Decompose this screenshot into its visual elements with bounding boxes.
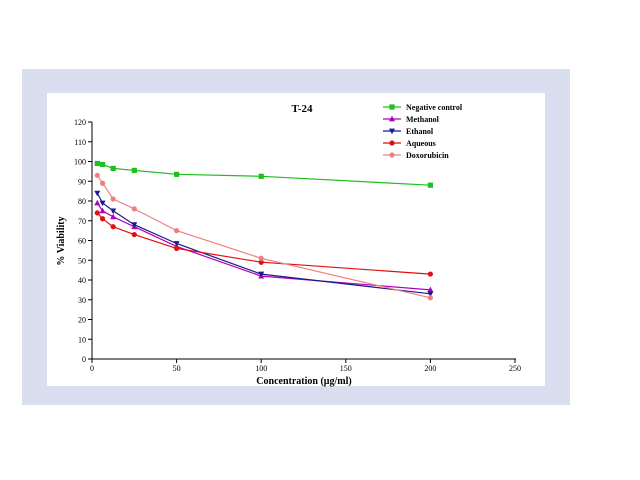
series-markers: [94, 160, 434, 301]
legend-item-negative-control: Negative control: [383, 103, 463, 112]
axes: 0 10 20 30 40 50 60 70 80 90 100 110 120 0 50 100 150 200…: [74, 118, 521, 373]
x-tick-label-100: 100: [255, 364, 267, 373]
y-tick-label-20: 20: [78, 316, 86, 325]
data-point-negative-control: [427, 182, 433, 188]
y-tick-label-60: 60: [78, 237, 86, 246]
x-tick-label-200: 200: [424, 364, 436, 373]
data-point-ethanol: [258, 271, 265, 278]
legend-label-doxorubicin: Doxorubicin: [406, 151, 449, 160]
data-point-aqueous: [174, 245, 180, 251]
series-line-aqueous: [96, 212, 431, 275]
data-point-ethanol: [131, 222, 138, 228]
legend-marker-ethanol: [389, 128, 395, 135]
legend-item-ethanol: Ethanol: [383, 127, 434, 136]
data-point-doxorubicin: [131, 206, 137, 212]
data-point-ethanol: [173, 241, 180, 247]
data-point-negative-control: [94, 160, 100, 167]
data-point-ethanol: [94, 190, 101, 197]
x-tick-label-150: 150: [340, 364, 352, 373]
x-tick-label-250: 250: [509, 364, 521, 373]
y-tick-label-70: 70: [78, 217, 86, 226]
data-point-aqueous: [99, 216, 106, 222]
chart-panel: [47, 93, 545, 386]
legend-item-aqueous: Aqueous: [383, 139, 436, 148]
data-point-negative-control: [110, 165, 116, 172]
data-point-ethanol: [427, 291, 434, 298]
legend-label-aqueous: Aqueous: [406, 139, 436, 148]
data-point-aqueous: [110, 224, 116, 230]
y-tick-label-40: 40: [78, 276, 86, 285]
data-point-methanol: [110, 213, 117, 220]
x-axis-label: Concentration (μg/ml): [256, 376, 351, 387]
x-tick-label-50: 50: [173, 364, 181, 373]
legend: Negative control Methanol Ethanol Aqueous Do…: [383, 103, 463, 160]
legend-marker-methanol: [389, 115, 395, 122]
y-tick-label-50: 50: [78, 256, 86, 265]
data-point-doxorubicin: [427, 295, 433, 301]
y-tick-label-90: 90: [78, 177, 86, 186]
legend-label-negative-control: Negative control: [406, 103, 463, 112]
data-point-aqueous: [427, 271, 433, 277]
y-tick-label-0: 0: [82, 355, 86, 364]
y-tick-label-80: 80: [78, 197, 86, 206]
x-tick-label-0: 0: [90, 364, 94, 373]
data-point-aqueous: [94, 210, 100, 216]
legend-label-ethanol: Ethanol: [406, 127, 434, 136]
data-point-methanol: [427, 286, 434, 293]
series-line-ethanol: [96, 192, 431, 295]
data-point-ethanol: [110, 208, 117, 215]
series-line-doxorubicin: [96, 174, 431, 299]
data-point-negative-control: [99, 161, 106, 168]
y-tick-label-110: 110: [74, 138, 86, 147]
legend-label-methanol: Methanol: [406, 115, 440, 124]
data-point-negative-control: [174, 171, 180, 177]
legend-item-methanol: Methanol: [383, 115, 440, 124]
legend-marker-doxorubicin: [389, 152, 395, 158]
data-point-negative-control: [258, 173, 264, 179]
series-lines: [96, 162, 431, 299]
data-point-aqueous: [258, 259, 264, 265]
series-line-negative-control: [97, 162, 431, 186]
legend-marker-aqueous: [389, 140, 395, 146]
chart-title: T-24: [292, 103, 313, 115]
data-point-methanol: [99, 207, 106, 214]
data-point-ethanol: [99, 200, 106, 207]
data-point-doxorubicin: [110, 196, 116, 202]
y-tick-label-100: 100: [74, 158, 86, 167]
data-point-aqueous: [131, 231, 137, 238]
y-tick-label-30: 30: [78, 296, 86, 305]
legend-item-doxorubicin: Doxorubicin: [383, 151, 449, 160]
y-tick-label-120: 120: [74, 118, 86, 127]
y-tick-label-10: 10: [78, 335, 86, 344]
data-point-methanol: [94, 199, 101, 206]
data-point-doxorubicin: [174, 228, 180, 234]
y-axis-label: % Viability: [56, 216, 67, 265]
legend-marker-negative-control: [389, 104, 395, 110]
data-point-doxorubicin: [94, 172, 100, 178]
data-point-negative-control: [131, 167, 137, 173]
data-point-doxorubicin: [258, 255, 264, 261]
data-point-doxorubicin: [99, 180, 106, 186]
